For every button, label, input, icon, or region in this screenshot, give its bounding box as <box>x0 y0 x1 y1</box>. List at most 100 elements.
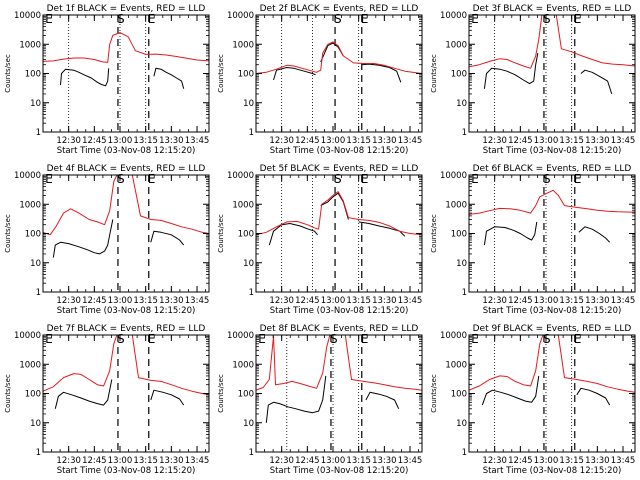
y-tick-label: 10 <box>30 99 41 109</box>
series-group <box>469 335 635 406</box>
x-tick-label: 13:45 <box>611 296 636 306</box>
x-tick-label: 13:45 <box>398 136 423 146</box>
y-axis-label: Counts/sec <box>217 374 225 413</box>
x-axis-label: Start Time (03-Nov-08 12:15:20) <box>483 306 622 316</box>
interval-marker-label: S <box>117 332 125 346</box>
interval-marker-label: E <box>258 332 266 346</box>
interval-marker-label: E <box>148 172 156 186</box>
lld-line <box>344 335 422 391</box>
x-tick-label: 12:45 <box>508 296 533 306</box>
events-line <box>265 375 327 423</box>
interval-marker-label: E <box>471 12 479 26</box>
y-tick-label: 10000 <box>227 171 254 181</box>
lld-line <box>131 175 209 234</box>
x-axis-label: Start Time (03-Nov-08 12:15:20) <box>270 306 409 316</box>
y-tick-label: 100 <box>451 230 467 240</box>
x-tick-label: 13:00 <box>108 296 133 306</box>
plot-frame <box>468 174 636 293</box>
y-tick-label: 100 <box>451 390 467 400</box>
y-tick-label: 10 <box>243 419 254 429</box>
x-tick-label: 12:45 <box>295 296 320 306</box>
y-tick-label: 10000 <box>227 331 254 341</box>
series-group <box>43 335 209 409</box>
x-tick-label: 12:30 <box>269 456 294 466</box>
y-tick-label: 1000 <box>19 360 41 370</box>
events-line <box>576 387 611 406</box>
x-tick-label: 13:30 <box>372 456 397 466</box>
x-tick-label: 13:15 <box>133 296 158 306</box>
x-tick-label: 12:30 <box>482 456 507 466</box>
x-tick-label: 13:45 <box>185 136 210 146</box>
interval-marker-label: S <box>543 12 551 26</box>
y-axis-label: Counts/sec <box>430 374 438 413</box>
x-tick-label: 13:30 <box>372 136 397 146</box>
lld-line <box>43 32 209 63</box>
y-tick-label: 1000 <box>232 200 254 210</box>
panel-title: Det 4f BLACK = Events, RED = LLD <box>47 164 206 174</box>
events-line <box>60 68 110 87</box>
y-axis-label: Counts/sec <box>217 214 225 253</box>
events-line <box>150 230 185 246</box>
y-tick-label: 1000 <box>19 40 41 50</box>
y-tick-label: 100 <box>25 70 41 80</box>
interval-marker-label: S <box>334 12 342 26</box>
x-tick-label: 13:15 <box>346 296 371 306</box>
x-tick-label: 13:15 <box>559 136 584 146</box>
panel-title: Det 2f BLACK = Events, RED = LLD <box>260 4 419 14</box>
x-tick-label: 13:00 <box>534 136 559 146</box>
y-axis-label: Counts/sec <box>430 214 438 253</box>
events-line <box>54 379 113 409</box>
plot-frame <box>255 334 423 453</box>
x-tick-label: 13:45 <box>398 296 423 306</box>
lld-line <box>469 15 543 69</box>
x-tick-label: 12:45 <box>508 456 533 466</box>
x-tick-label: 12:45 <box>82 136 107 146</box>
events-line <box>268 223 318 246</box>
y-tick-label: 100 <box>238 70 254 80</box>
x-tick-label: 13:00 <box>534 456 559 466</box>
y-tick-label: 10000 <box>440 331 467 341</box>
y-tick-label: 10 <box>243 99 254 109</box>
events-line <box>483 221 538 246</box>
x-axis-label: Start Time (03-Nov-08 12:15:20) <box>270 146 409 156</box>
series-group <box>43 175 209 258</box>
x-tick-label: 13:30 <box>585 136 610 146</box>
panel-title: Det 1f BLACK = Events, RED = LLD <box>47 4 206 14</box>
y-axis-label: Counts/sec <box>4 54 12 93</box>
x-tick-label: 13:15 <box>559 296 584 306</box>
y-tick-label: 100 <box>238 230 254 240</box>
interval-marker-label: S <box>543 332 551 346</box>
x-tick-label: 13:45 <box>185 296 210 306</box>
y-tick-label: 10 <box>456 419 467 429</box>
y-tick-label: 10 <box>243 259 254 269</box>
panel-title: Det 8f BLACK = Events, RED = LLD <box>260 324 419 334</box>
x-tick-label: 12:45 <box>82 456 107 466</box>
x-tick-label: 12:30 <box>56 456 81 466</box>
y-tick-label: 100 <box>25 390 41 400</box>
series-group <box>43 32 209 89</box>
x-tick-label: 13:45 <box>185 456 210 466</box>
y-tick-label: 1000 <box>232 360 254 370</box>
x-tick-label: 13:45 <box>398 456 423 466</box>
x-axis-label: Start Time (03-Nov-08 12:15:20) <box>57 306 196 316</box>
series-group <box>256 191 422 246</box>
y-tick-label: 1000 <box>445 40 467 50</box>
series-group <box>256 41 422 83</box>
lld-line <box>469 335 544 391</box>
x-tick-label: 12:45 <box>82 296 107 306</box>
x-tick-label: 13:00 <box>321 136 346 146</box>
y-tick-label: 1 <box>462 128 467 138</box>
y-tick-label: 1 <box>462 288 467 298</box>
events-line <box>273 67 316 81</box>
interval-marker-label: E <box>45 332 53 346</box>
lld-line <box>43 175 118 236</box>
lld-line <box>256 41 422 74</box>
y-tick-label: 1 <box>249 288 254 298</box>
events-line <box>320 42 344 63</box>
events-line <box>365 391 400 410</box>
x-tick-label: 12:45 <box>295 456 320 466</box>
x-tick-label: 13:30 <box>159 136 184 146</box>
